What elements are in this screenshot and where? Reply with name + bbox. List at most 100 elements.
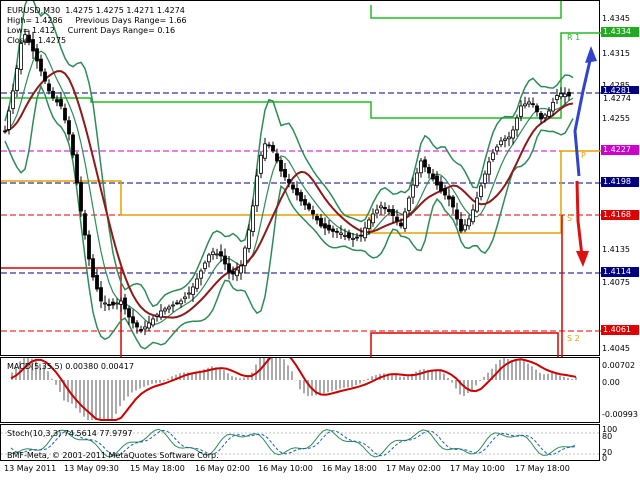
stochastic-axis-label: 80: [602, 432, 613, 441]
macd-histogram-bar: [327, 380, 329, 393]
candle-body: [243, 247, 247, 267]
candle-body: [367, 219, 371, 229]
macd-histogram-bar: [535, 369, 537, 380]
candle-body: [535, 105, 539, 113]
candle-body: [71, 134, 75, 156]
candle-body: [443, 188, 447, 196]
stochastic-pane[interactable]: Stoch(10,3,3) 74.5614 77.9797 BMF-Meta, …: [0, 424, 601, 462]
pivot-r2-line: [370, 1, 562, 19]
candle-body: [423, 159, 427, 168]
candle-body: [415, 172, 419, 187]
macd-histogram-bar: [531, 366, 533, 380]
candle-body: [387, 209, 391, 213]
candle-body: [267, 144, 271, 147]
macd-histogram-bar: [363, 380, 365, 382]
price-tag-r1: 1.4334: [601, 27, 639, 37]
candle-body: [503, 138, 507, 141]
macd-histogram-bar: [51, 378, 53, 380]
candle-body: [159, 310, 163, 318]
candle-body: [183, 296, 187, 300]
macd-histogram-bar: [551, 372, 553, 380]
price-chart-pane[interactable]: EURUSD,M30 1.4275 1.4275 1.4271 1.4274 H…: [0, 0, 601, 357]
candle-body: [435, 175, 439, 186]
candle-body: [259, 154, 263, 174]
candle-body: [407, 197, 411, 211]
price-chart-canvas[interactable]: [1, 1, 601, 357]
macd-histogram-bar: [391, 373, 393, 380]
candle-body: [471, 209, 475, 223]
macd-histogram-bar: [231, 376, 233, 380]
candle-body: [319, 217, 323, 227]
macd-histogram-bar: [203, 369, 205, 380]
candle-body: [527, 101, 531, 105]
candle-body: [15, 68, 19, 91]
macd-histogram-bar: [167, 378, 169, 380]
candle-body: [67, 120, 71, 135]
candle-body: [419, 160, 423, 174]
macd-histogram-bar: [243, 377, 245, 380]
macd-histogram-bar: [263, 358, 265, 380]
candle-body: [539, 112, 543, 120]
macd-histogram-bar: [227, 373, 229, 380]
macd-histogram-bar: [339, 380, 341, 389]
macd-histogram-bar: [555, 373, 557, 380]
candle-body: [223, 255, 227, 265]
candle-body: [543, 114, 547, 119]
candle-body: [31, 39, 35, 52]
candle-body: [467, 218, 471, 227]
bollinger-upper-band: [4, 1, 574, 308]
candle-body: [563, 93, 567, 98]
candle-body: [451, 196, 455, 208]
candle-body: [299, 192, 303, 202]
macd-histogram-bar: [287, 365, 289, 380]
macd-histogram-bar: [163, 380, 165, 382]
bollinger-middle-band: [4, 50, 574, 326]
macd-histogram-bar: [467, 380, 469, 393]
macd-histogram-bar: [215, 367, 217, 380]
price-axis-label: 1.4045: [602, 344, 630, 353]
macd-histogram-bar: [83, 380, 85, 417]
macd-histogram-bar: [135, 380, 137, 391]
price-tag-mid: 1.4198: [601, 177, 639, 187]
candle-body: [439, 181, 443, 192]
macd-histogram-bar: [27, 358, 29, 380]
price-tag-current-high: 1.4281: [601, 86, 639, 96]
candle-body: [63, 107, 67, 121]
candle-body: [551, 102, 555, 112]
macd-histogram-bar: [219, 368, 221, 380]
macd-histogram-bar: [563, 377, 565, 380]
candle-body: [311, 210, 315, 215]
candle-body: [255, 175, 259, 207]
candle-body: [175, 302, 179, 305]
candle-body: [123, 297, 127, 310]
candle-body: [199, 270, 203, 279]
candle-body: [127, 308, 131, 318]
macd-histogram-bar: [359, 380, 361, 384]
macd-pane[interactable]: MACD(5,35,5) 0.00380 0.00417: [0, 357, 600, 423]
macd-canvas[interactable]: [1, 358, 601, 424]
price-axis-label: 1.4345: [602, 14, 630, 23]
stochastic-canvas[interactable]: [1, 425, 601, 462]
candle-body: [339, 232, 343, 235]
candle-body: [59, 99, 63, 107]
macd-axis-label: 0.00: [602, 378, 620, 387]
candle-body: [331, 228, 335, 232]
price-tag-pivot: 1.4227: [601, 145, 639, 155]
price-tag-low: 1.4114: [601, 267, 639, 277]
candle-body: [327, 224, 331, 231]
macd-histogram-bar: [15, 367, 17, 380]
macd-axis-label: 0.00702: [602, 361, 636, 370]
candle-body: [19, 43, 23, 70]
macd-histogram-bar: [487, 372, 489, 380]
candle-body: [523, 103, 527, 107]
macd-histogram-bar: [95, 380, 97, 420]
candle-body: [359, 234, 363, 237]
macd-histogram-bar: [323, 380, 325, 394]
candle-body: [483, 173, 487, 184]
macd-histogram-bar: [55, 380, 57, 385]
macd-histogram-bar: [143, 380, 145, 387]
macd-label: MACD(5,35,5) 0.00380 0.00417: [7, 362, 134, 371]
stochastic-signal-line: [10, 429, 576, 457]
macd-histogram-bar: [415, 371, 417, 380]
